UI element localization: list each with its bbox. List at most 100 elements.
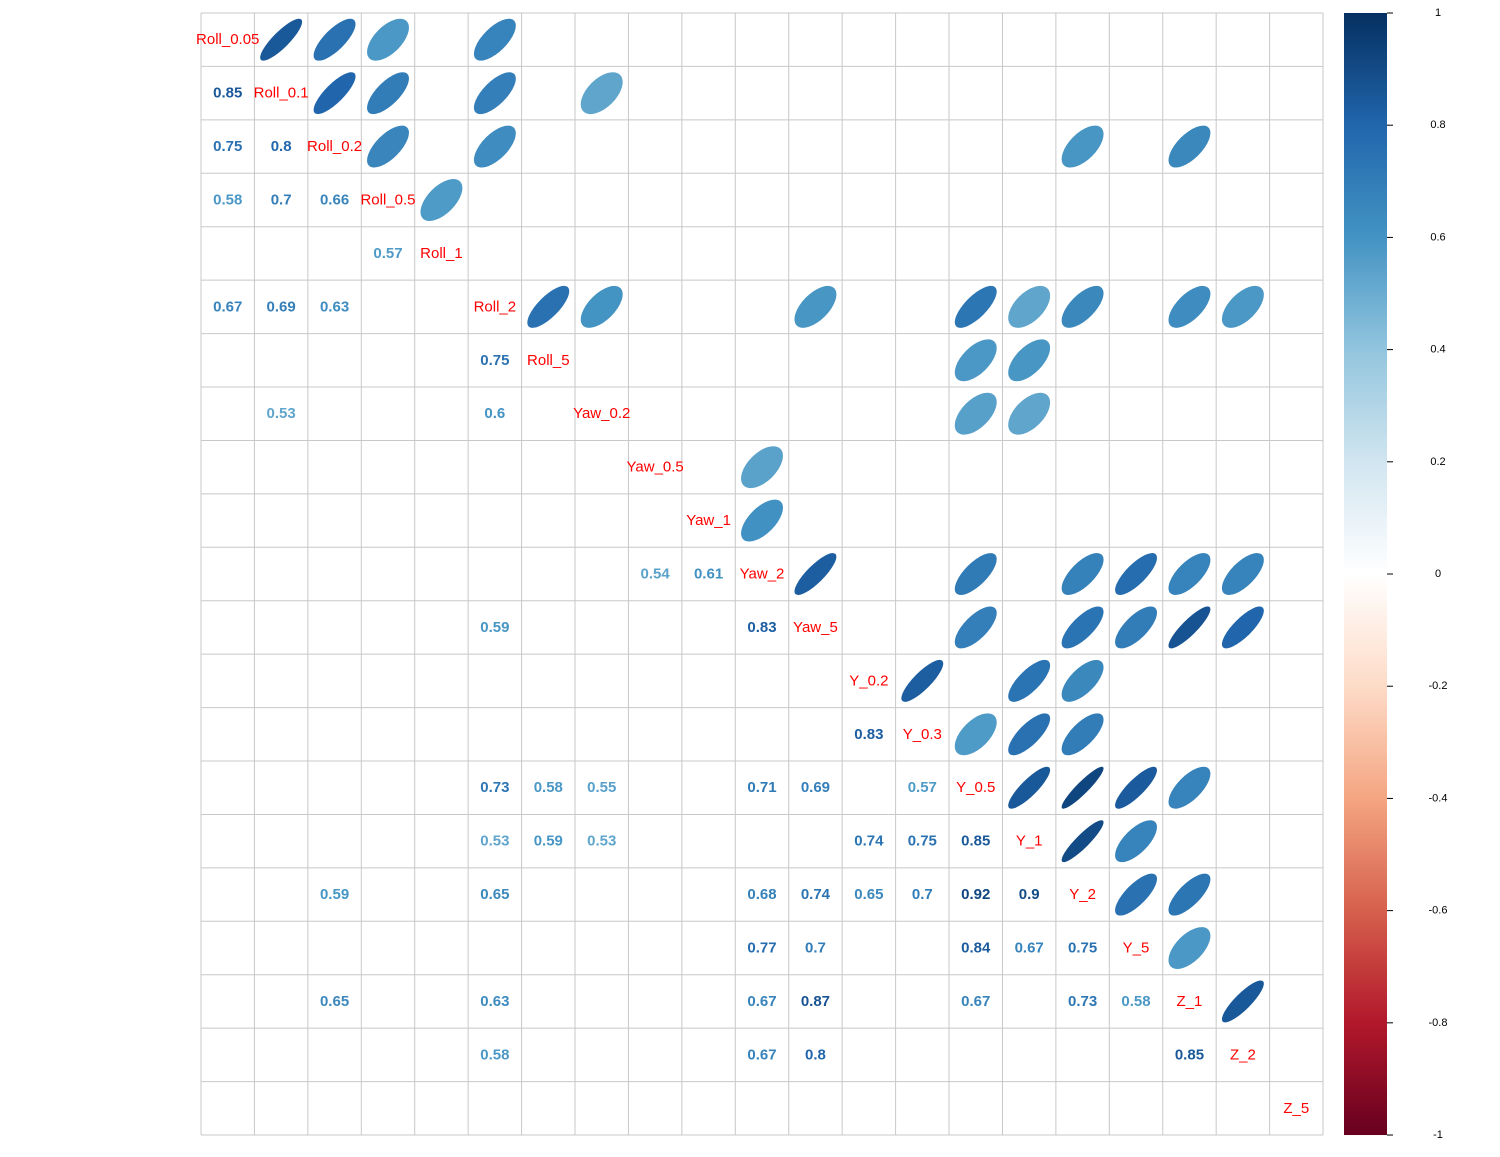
correlation-value: 0.7 <box>912 886 933 903</box>
correlation-ellipse <box>1061 553 1104 595</box>
correlation-value: 0.54 <box>641 566 671 583</box>
correlation-value: 0.92 <box>961 886 990 903</box>
correlation-value: 0.67 <box>1015 940 1044 957</box>
correlation-value: 0.53 <box>267 405 296 422</box>
correlation-value: 0.73 <box>1068 993 1097 1010</box>
correlation-ellipse <box>580 72 623 115</box>
variable-label: Yaw_5 <box>793 619 838 636</box>
correlation-ellipse <box>901 659 944 702</box>
correlation-ellipse <box>954 392 997 435</box>
correlation-value: 0.57 <box>908 779 937 796</box>
colorbar-tick-label: 0.2 <box>1430 456 1445 468</box>
colorbar-tick-label: -0.6 <box>1429 905 1448 917</box>
correlation-ellipse <box>1221 285 1264 328</box>
correlation-ellipse <box>1061 606 1104 649</box>
correlation-ellipse <box>1061 285 1104 328</box>
correlation-value: 0.65 <box>480 886 509 903</box>
correlation-value: 0.84 <box>961 940 991 957</box>
correlation-ellipse <box>313 72 356 115</box>
correlation-value: 0.85 <box>213 85 242 102</box>
correlation-value: 0.58 <box>1121 993 1150 1010</box>
variable-label: Y_0.3 <box>903 726 942 743</box>
correlation-value: 0.83 <box>747 619 776 636</box>
colorbar-tick-label: -0.2 <box>1429 680 1448 692</box>
correlation-value: 0.58 <box>534 779 563 796</box>
correlation-value: 0.8 <box>805 1046 826 1063</box>
colorbar-tick-label: 0.8 <box>1430 119 1445 131</box>
correlation-value: 0.69 <box>801 779 830 796</box>
correlation-value: 0.63 <box>480 993 509 1010</box>
correlation-ellipse <box>1115 766 1157 809</box>
correlation-ellipse <box>260 18 303 61</box>
colorbar-tick-label: -1 <box>1433 1129 1443 1141</box>
correlation-value: 0.75 <box>1068 940 1097 957</box>
correlation-value: 0.57 <box>373 245 402 262</box>
correlation-value: 0.67 <box>747 1046 776 1063</box>
colorbar-tick-label: 0.4 <box>1430 344 1445 356</box>
correlation-ellipse <box>1008 713 1051 756</box>
correlation-ellipse <box>1061 766 1104 809</box>
correlation-ellipse <box>1168 553 1211 595</box>
correlation-value: 0.73 <box>480 779 509 796</box>
correlation-value: 0.59 <box>534 833 563 850</box>
variable-label: Roll_0.1 <box>254 85 309 102</box>
lower-coefficients: 0.85 0.75 0.8 0.58 0.7 0.66 0.57 0.67 0.69 0.63 0.… <box>213 85 1204 1064</box>
upper-ellipses <box>260 18 1264 1023</box>
correlation-value: 0.55 <box>587 779 616 796</box>
correlation-ellipse <box>1168 766 1211 809</box>
correlation-grid <box>200 12 1324 1136</box>
correlation-ellipse <box>1008 392 1051 435</box>
correlation-value: 0.87 <box>801 993 830 1010</box>
correlation-ellipse <box>473 18 516 61</box>
correlation-value: 0.85 <box>1175 1046 1204 1063</box>
correlation-value: 0.74 <box>854 833 884 850</box>
correlation-ellipse <box>1168 873 1211 916</box>
colorbar-tick-label: 1 <box>1435 7 1441 19</box>
variable-label: Z_5 <box>1283 1100 1309 1117</box>
correlation-value: 0.83 <box>854 726 883 743</box>
correlation-value: 0.77 <box>747 940 776 957</box>
correlation-value: 0.66 <box>320 192 349 209</box>
variable-label: Roll_0.5 <box>360 192 415 209</box>
correlation-ellipse <box>1168 125 1211 168</box>
correlation-ellipse <box>367 125 409 168</box>
correlation-value: 0.59 <box>320 886 349 903</box>
variable-label: Y_1 <box>1016 833 1043 850</box>
correlation-ellipse <box>367 72 409 115</box>
variable-label: Roll_2 <box>474 298 517 315</box>
correlation-ellipse <box>1115 873 1157 916</box>
correlation-value: 0.7 <box>805 940 826 957</box>
correlation-value: 0.6 <box>484 405 505 422</box>
correlation-ellipse <box>1115 820 1157 863</box>
correlation-ellipse <box>794 285 837 328</box>
variable-label: Yaw_0.5 <box>627 459 684 476</box>
correlation-ellipse <box>1221 980 1264 1023</box>
correlation-value: 0.61 <box>694 566 723 583</box>
correlation-value: 0.65 <box>320 993 349 1010</box>
variable-label: Yaw_2 <box>740 566 785 583</box>
correlation-value: 0.68 <box>747 886 776 903</box>
correlation-ellipse <box>1061 820 1104 863</box>
correlation-value: 0.75 <box>213 138 242 155</box>
correlation-value: 0.65 <box>854 886 883 903</box>
correlation-ellipse <box>580 285 623 328</box>
correlation-ellipse <box>1061 659 1104 702</box>
correlation-ellipse <box>313 18 356 61</box>
variable-label: Z_1 <box>1177 993 1203 1010</box>
variable-label: Y_2 <box>1069 886 1096 903</box>
correlation-value: 0.67 <box>213 298 242 315</box>
correlation-value: 0.59 <box>480 619 509 636</box>
correlation-ellipse <box>954 606 997 649</box>
correlation-ellipse <box>954 339 997 382</box>
correlation-value: 0.75 <box>908 833 937 850</box>
correlation-ellipse <box>1008 659 1051 702</box>
variable-label: Z_2 <box>1230 1046 1256 1063</box>
colorbar-tick-label: 0 <box>1435 568 1441 580</box>
correlation-value: 0.74 <box>801 886 831 903</box>
correlation-value: 0.53 <box>480 833 509 850</box>
correlation-ellipse <box>741 499 783 542</box>
colorbar-tick-label: 0.6 <box>1430 231 1445 243</box>
color-legend: 1 0.8 0.6 0.4 0.2 0 -0.2 -0.4 -0.6 -0.8 -1 <box>1344 7 1447 1141</box>
variable-label: Roll_5 <box>527 352 570 369</box>
correlation-value: 0.58 <box>213 192 242 209</box>
